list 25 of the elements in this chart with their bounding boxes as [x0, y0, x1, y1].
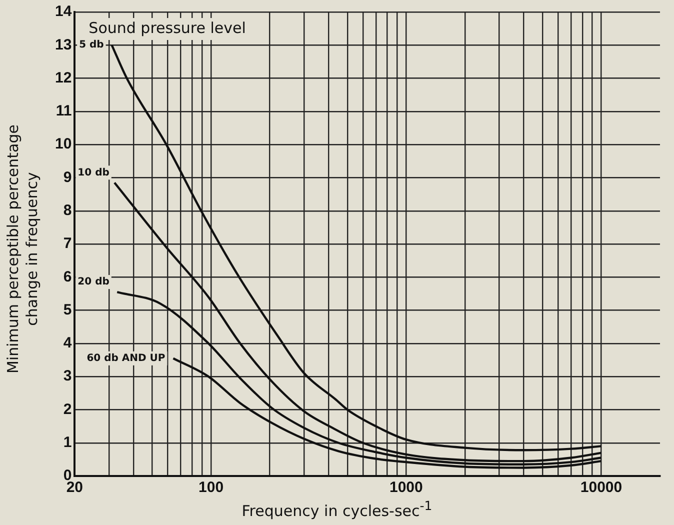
y-tick-label: 8	[63, 202, 72, 219]
y-tick-label: 5	[63, 301, 72, 318]
y-tick-label: 4	[63, 334, 72, 352]
y-tick-label: 14	[54, 3, 72, 20]
y-tick-label: 9	[63, 168, 72, 186]
y-tick-label: 12	[54, 69, 72, 86]
series-label: 5 db	[79, 40, 104, 51]
y-tick-label: 6	[63, 268, 72, 286]
y-tick-label: 1	[63, 434, 72, 451]
x-tick-label: 10000	[580, 479, 622, 496]
x-tick-label: 1000	[389, 479, 423, 496]
y-tick-label: 2	[63, 400, 72, 418]
y-tick-label: 10	[54, 136, 72, 153]
y-tick-label: 7	[63, 235, 72, 252]
series-label: 60 db AND UP	[86, 352, 166, 364]
y-tick-label: 13	[54, 36, 72, 54]
x-tick-label: 20	[66, 479, 84, 496]
x-axis-title: Frequency in cycles-sec$^{-1}$	[240, 498, 434, 520]
y-tick-label: 3	[63, 368, 72, 385]
y-axis-title: Minimum perceptible percentage change in frequency	[4, 124, 42, 376]
series-label: 20 db	[78, 276, 110, 288]
legend-title: Sound pressure level	[88, 18, 246, 37]
y-tick-label: 11	[56, 102, 72, 120]
x-tick-label: 100	[198, 479, 224, 496]
series-label: 10 db	[78, 167, 110, 178]
